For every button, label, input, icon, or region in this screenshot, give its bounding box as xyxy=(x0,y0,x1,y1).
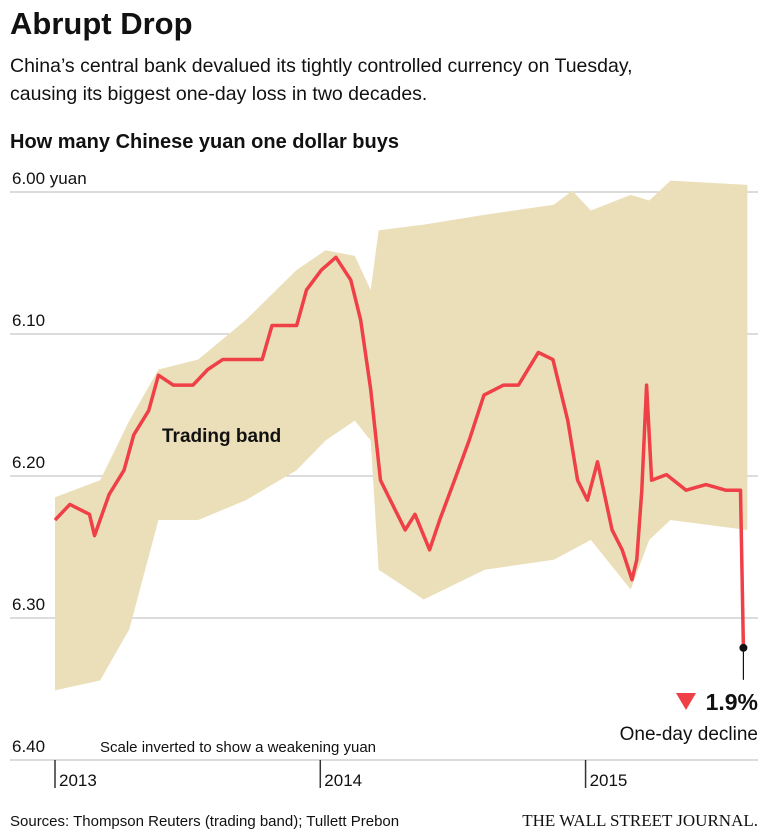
trading-band xyxy=(55,180,748,691)
subtitle: causing its biggest one-day loss in two … xyxy=(10,83,427,105)
x-tick-label: 2014 xyxy=(324,771,362,790)
y-tick-label: 6.10 xyxy=(12,311,45,330)
y-axis-title: How many Chinese yuan one dollar buys xyxy=(10,131,399,153)
plot-area: 6.00 yuan 6.10 6.20 6.30 6.40 2013 2014 2015 Tra… xyxy=(10,169,758,790)
band-label: Trading band xyxy=(162,426,281,447)
chart-title: Abrupt Drop xyxy=(10,6,193,41)
publisher: THE WALL STREET JOURNAL. xyxy=(522,811,758,830)
end-point xyxy=(739,643,748,652)
line xyxy=(53,255,746,648)
y-tick-label: 6.20 xyxy=(12,453,45,472)
source: Sources: Thompson Reuters (trading band)… xyxy=(10,813,399,830)
line-layer xyxy=(53,255,748,680)
y-tick-label: 6.00 yuan xyxy=(12,169,87,188)
x-tick-label: 2013 xyxy=(59,771,97,790)
change-note: One-day decline xyxy=(620,724,758,745)
band-layer: Trading band xyxy=(55,180,748,691)
annotation: Scale inverted to show a weakening yuan xyxy=(100,739,376,756)
y-tick-label: 6.40 xyxy=(12,737,45,756)
down-arrow xyxy=(676,693,696,710)
change-label: 1.9% xyxy=(706,689,758,715)
y-tick-label: 6.30 xyxy=(12,595,45,614)
x-tick-label: 2015 xyxy=(590,771,628,790)
subtitle: China’s central bank devalued its tightl… xyxy=(10,55,633,77)
